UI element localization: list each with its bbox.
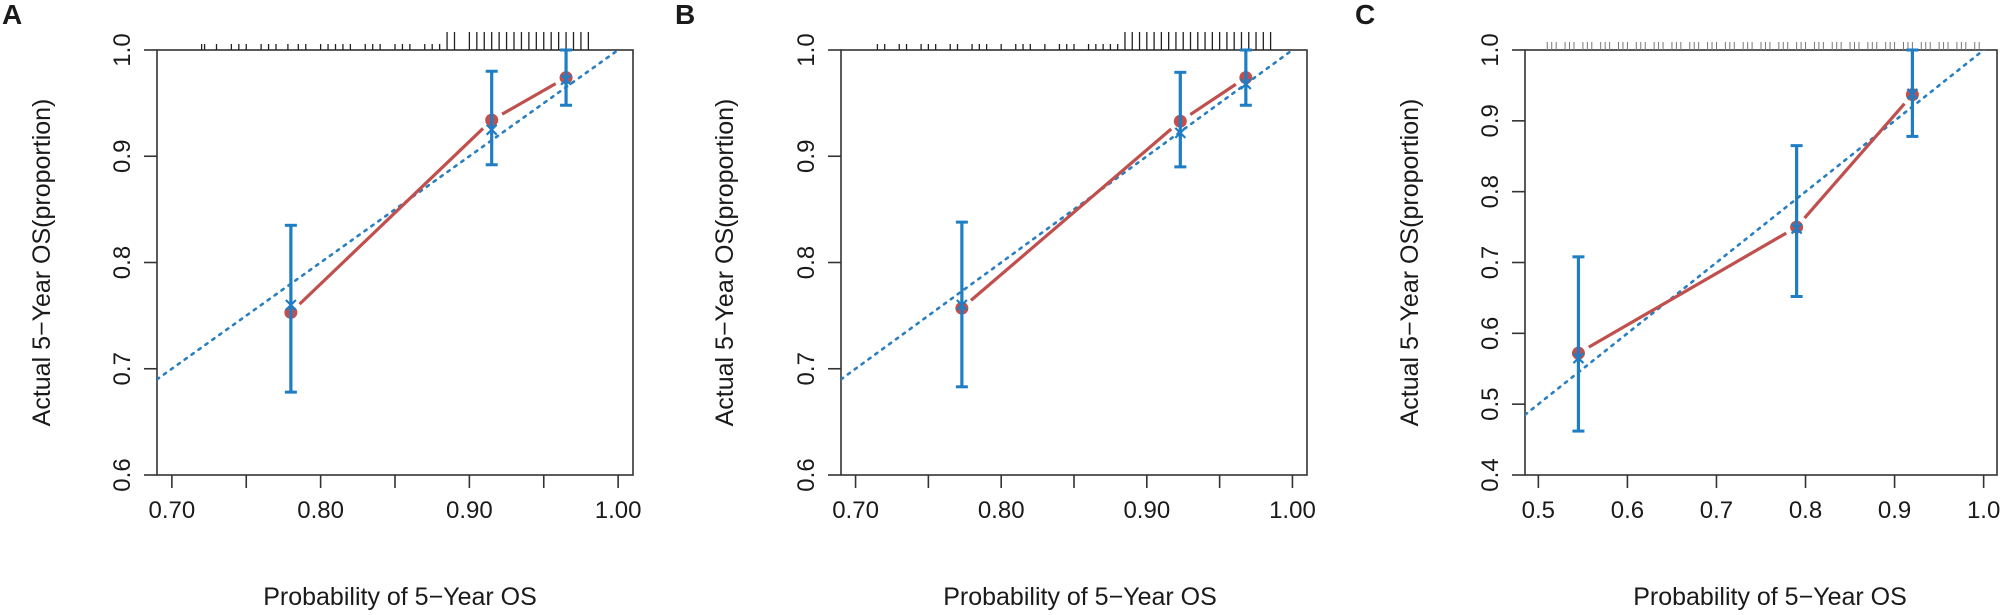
plot-frame bbox=[840, 49, 1308, 476]
y-tick-label: 0.6 bbox=[1477, 317, 1504, 350]
calibration-line-segment bbox=[298, 127, 485, 306]
x-tick-label: 0.70 bbox=[832, 497, 879, 524]
calibration-plot-a: 0.70 0.80 0.90 1.00 0.6 0.7 0.8 0.9 1.0 Probabili… bbox=[28, 32, 641, 611]
bootstrap-point bbox=[485, 123, 498, 136]
calibration-line-segment bbox=[501, 82, 557, 116]
y-tick-label: 0.8 bbox=[1477, 175, 1504, 208]
plot-frame bbox=[156, 49, 634, 476]
plot-frame bbox=[1524, 49, 1998, 476]
x-tick-label: 1.00 bbox=[595, 497, 642, 524]
bootstrap-point bbox=[1174, 127, 1187, 139]
calibration-line-segment bbox=[969, 127, 1173, 302]
x-tick-label: 1.00 bbox=[1269, 497, 1316, 524]
y-tick-label: 0.5 bbox=[1477, 387, 1504, 420]
calibration-line-segment bbox=[1803, 102, 1906, 220]
y-tick-label: 0.6 bbox=[109, 458, 136, 491]
y-tick-label: 0.7 bbox=[1477, 246, 1504, 279]
y-tick-label: 0.7 bbox=[793, 352, 820, 385]
x-tick-label: 0.5 bbox=[1522, 497, 1555, 524]
bootstrap-point bbox=[1790, 222, 1803, 235]
x-tick-label: 0.80 bbox=[978, 497, 1025, 524]
y-axis-title: Actual 5−Year OS(proportion) bbox=[1396, 99, 1424, 427]
x-axis-title: Probability of 5−Year OS bbox=[263, 583, 537, 611]
y-tick-label: 0.8 bbox=[109, 246, 136, 279]
x-tick-label: 0.70 bbox=[149, 497, 196, 524]
x-tick-label: 1.0 bbox=[1967, 497, 2000, 524]
ideal-line bbox=[157, 50, 621, 381]
calibration-line-segment bbox=[1588, 231, 1788, 349]
bootstrap-point bbox=[285, 299, 297, 311]
y-tick-label: 0.6 bbox=[793, 458, 820, 491]
calibration-plot-b: 0.70 0.80 0.90 1.00 0.6 0.7 0.8 0.9 1.0 Probabili… bbox=[711, 32, 1316, 611]
y-tick-label: 1.0 bbox=[109, 33, 136, 66]
ideal-line bbox=[1525, 50, 1986, 417]
x-tick-label: 0.6 bbox=[1611, 497, 1644, 524]
y-tick-label: 0.9 bbox=[109, 140, 136, 173]
bootstrap-point bbox=[956, 299, 968, 311]
bootstrap-point bbox=[560, 73, 572, 86]
x-tick-label: 0.9 bbox=[1878, 497, 1911, 524]
y-axis-title: Actual 5−Year OS(proportion) bbox=[28, 99, 56, 427]
y-tick-label: 1.0 bbox=[1477, 33, 1504, 66]
x-tick-label: 0.90 bbox=[446, 497, 493, 524]
y-axis-title: Actual 5−Year OS(proportion) bbox=[711, 99, 739, 427]
panel-letter-b: B bbox=[675, 0, 695, 30]
x-tick-label: 0.8 bbox=[1789, 497, 1822, 524]
x-tick-label: 0.80 bbox=[297, 497, 344, 524]
calibration-line-segment bbox=[1189, 82, 1237, 116]
x-axis-title: Probability of 5−Year OS bbox=[1633, 583, 1907, 611]
calibration-plot-c: 0.5 0.6 0.7 0.8 0.9 1.0 0.4 0.5 0.6 0.7 0.8 0.9 1.0 P… bbox=[1396, 33, 2000, 611]
y-tick-label: 0.4 bbox=[1477, 458, 1504, 491]
panel-letter-c: C bbox=[1355, 0, 1375, 30]
bootstrap-point bbox=[1240, 78, 1252, 90]
y-tick-label: 0.9 bbox=[1477, 104, 1504, 137]
panel-letter-a: A bbox=[2, 0, 22, 30]
y-tick-label: 0.9 bbox=[793, 140, 820, 173]
ideal-line bbox=[841, 50, 1295, 381]
bootstrap-point bbox=[1572, 352, 1585, 364]
x-axis-title: Probability of 5−Year OS bbox=[943, 583, 1217, 611]
x-tick-label: 0.7 bbox=[1700, 497, 1733, 524]
y-tick-label: 0.8 bbox=[793, 246, 820, 279]
x-tick-label: 0.90 bbox=[1123, 497, 1170, 524]
bootstrap-point bbox=[1906, 88, 1919, 100]
y-tick-label: 1.0 bbox=[793, 33, 820, 66]
y-tick-label: 0.7 bbox=[109, 352, 136, 385]
